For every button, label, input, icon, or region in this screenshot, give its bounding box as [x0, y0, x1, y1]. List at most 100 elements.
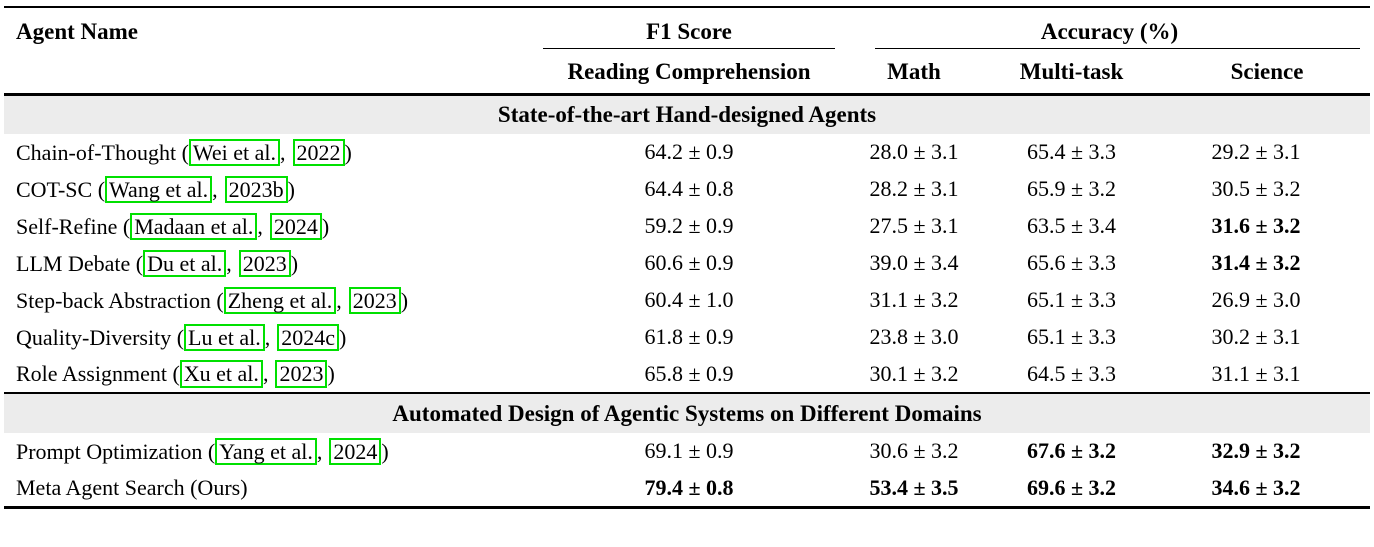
agent-name-text: Role Assignment (: [16, 361, 180, 387]
accuracy-math-cell: 30.6 ± 3.2: [869, 438, 959, 464]
agent-name-close: ): [400, 287, 409, 313]
accuracy-multi-task-cell: 65.4 ± 3.3: [1026, 139, 1117, 165]
table-row: Role Assignment (Xu et al., 2023) 65.8 ± …: [4, 356, 1370, 393]
group-header-accuracy: Accuracy (%): [849, 7, 1370, 52]
citation-author-link[interactable]: Zheng et al.: [223, 286, 337, 315]
header-group-row: Agent Name F1 Score Accuracy (%): [4, 7, 1370, 52]
citation-year-link[interactable]: 2023b: [224, 175, 288, 204]
citation-year-link[interactable]: 2023: [275, 360, 328, 388]
agent-name-text: Chain-of-Thought (: [16, 139, 189, 165]
accuracy-math-cell: 30.1 ± 3.2: [869, 360, 959, 386]
accuracy-multi-task-cell: 65.1 ± 3.3: [1026, 324, 1117, 350]
f1-reading-comprehension-cell: 61.8 ± 0.9: [644, 324, 734, 350]
citation-author-link[interactable]: Wei et al.: [188, 138, 281, 167]
agent-name-close: ): [381, 438, 389, 464]
accuracy-science-cell: 32.9 ± 3.2: [1211, 438, 1301, 464]
agent-name-cell: Chain-of-Thought (Wei et al., 2022): [4, 134, 529, 171]
citation-separator: ,: [316, 438, 323, 464]
table-row: Self-Refine (Madaan et al., 2024) 59.2 ± …: [4, 208, 1370, 245]
agent-name-text: Meta Agent Search (Ours): [16, 474, 248, 500]
group-header-f1-score: F1 Score: [529, 7, 849, 52]
table-row: Step-back Abstraction (Zheng et al., 2023…: [4, 282, 1370, 319]
agent-name-text: Self-Refine (: [16, 213, 131, 239]
agent-name-close: ): [290, 250, 299, 276]
agent-name-text: Prompt Optimization (: [16, 438, 216, 464]
table-row: COT-SC (Wang et al., 2023b) 64.4 ± 0.8 28…: [4, 171, 1370, 208]
f1-reading-comprehension-cell: 69.1 ± 0.9: [644, 438, 734, 464]
table-row: Quality-Diversity (Lu et al., 2024c) 61.8…: [4, 319, 1370, 356]
agent-name-cell: Meta Agent Search (Ours): [4, 470, 529, 507]
accuracy-science-cell: 30.2 ± 3.1: [1211, 324, 1301, 350]
agent-name-cell: Step-back Abstraction (Zheng et al., 2023…: [4, 282, 529, 319]
accuracy-math-cell: 23.8 ± 3.0: [869, 324, 959, 350]
citation-year-link[interactable]: 2024: [269, 212, 322, 241]
agent-name-text: Quality-Diversity (: [16, 324, 185, 350]
agent-name-cell: Self-Refine (Madaan et al., 2024): [4, 208, 529, 245]
accuracy-math-cell: 53.4 ± 3.5: [869, 474, 959, 500]
agent-name-close: ): [327, 361, 335, 387]
accuracy-math-cell: 28.0 ± 3.1: [869, 139, 959, 165]
table-row: Prompt Optimization (Yang et al., 2024) 6…: [4, 433, 1370, 470]
accuracy-multi-task-cell: 63.5 ± 3.4: [1026, 213, 1117, 239]
citation-year-link[interactable]: 2024: [329, 437, 382, 466]
col-header-agent-name: Agent Name: [16, 19, 138, 44]
table-row: LLM Debate (Du et al., 2023) 60.6 ± 0.9 3…: [4, 245, 1370, 282]
citation-year-link[interactable]: 2023: [238, 249, 291, 278]
col-header-science: Science: [1230, 59, 1304, 85]
citation-author-link[interactable]: Xu et al.: [179, 360, 263, 388]
agent-name-text: COT-SC (: [16, 176, 106, 202]
accuracy-science-cell: 30.5 ± 3.2: [1211, 176, 1301, 202]
accuracy-multi-task-cell: 65.9 ± 3.2: [1026, 176, 1117, 202]
table-row: Chain-of-Thought (Wei et al., 2022) 64.2 …: [4, 134, 1370, 171]
citation-year-link[interactable]: 2024c: [277, 323, 339, 352]
citation-author-link[interactable]: Lu et al.: [184, 323, 265, 352]
agent-name-close: ): [344, 139, 352, 165]
agent-name-cell: Prompt Optimization (Yang et al., 2024): [4, 433, 529, 470]
accuracy-science-cell: 26.9 ± 3.0: [1211, 287, 1301, 313]
f1-reading-comprehension-cell: 64.2 ± 0.9: [644, 139, 734, 165]
f1-reading-comprehension-cell: 60.4 ± 1.0: [644, 287, 734, 313]
agent-name-cell: Quality-Diversity (Lu et al., 2024c): [4, 319, 529, 356]
table-row: Meta Agent Search (Ours) 79.4 ± 0.8 53.4…: [4, 470, 1370, 507]
agent-name-cell: COT-SC (Wang et al., 2023b): [4, 171, 529, 208]
citation-author-link[interactable]: Du et al.: [143, 249, 227, 278]
section-header-row: Automated Design of Agentic Systems on D…: [4, 393, 1371, 433]
col-header-multi-task: Multi-task: [1019, 59, 1124, 85]
citation-author-link[interactable]: Yang et al.: [215, 437, 317, 466]
section-header-row: State-of-the-art Hand-designed Agents: [4, 94, 1371, 134]
accuracy-multi-task-cell: 64.5 ± 3.3: [1026, 360, 1117, 386]
citation-separator: ,: [226, 250, 232, 276]
f1-reading-comprehension-cell: 79.4 ± 0.8: [644, 474, 734, 500]
citation-separator: ,: [212, 176, 218, 202]
citation-author-link[interactable]: Madaan et al.: [130, 212, 258, 241]
accuracy-science-cell: 31.1 ± 3.1: [1211, 360, 1301, 386]
f1-reading-comprehension-cell: 60.6 ± 0.9: [644, 250, 734, 276]
agent-name-close: ): [321, 213, 330, 239]
agent-name-close: ): [339, 324, 347, 350]
accuracy-science-cell: 31.4 ± 3.2: [1211, 250, 1301, 276]
citation-year-link[interactable]: 2022: [292, 138, 345, 167]
accuracy-math-cell: 31.1 ± 3.2: [869, 287, 959, 313]
citation-separator: ,: [264, 324, 271, 350]
citation-year-link[interactable]: 2023: [348, 286, 401, 315]
agent-name-close: ): [287, 176, 295, 202]
accuracy-math-cell: 39.0 ± 3.4: [869, 250, 959, 276]
col-header-reading-comprehension: Reading Comprehension: [567, 59, 811, 85]
agent-name-text: LLM Debate (: [16, 250, 144, 276]
col-header-math: Math: [887, 59, 941, 85]
accuracy-science-cell: 29.2 ± 3.1: [1211, 139, 1301, 165]
section-title-hand-designed: State-of-the-art Hand-designed Agents: [497, 101, 877, 127]
citation-separator: ,: [257, 213, 263, 239]
f1-reading-comprehension-cell: 64.4 ± 0.8: [644, 176, 734, 202]
agent-name-text: Step-back Abstraction (: [16, 287, 224, 313]
citation-separator: ,: [262, 361, 269, 387]
citation-author-link[interactable]: Wang et al.: [105, 175, 213, 204]
agent-name-cell: LLM Debate (Du et al., 2023): [4, 245, 529, 282]
accuracy-multi-task-cell: 69.6 ± 3.2: [1026, 474, 1117, 500]
accuracy-multi-task-cell: 65.6 ± 3.3: [1026, 250, 1117, 276]
agent-name-cell: Role Assignment (Xu et al., 2023): [4, 356, 529, 393]
f1-reading-comprehension-cell: 65.8 ± 0.9: [644, 360, 734, 386]
accuracy-math-cell: 27.5 ± 3.1: [869, 213, 959, 239]
header-sub-row: Reading Comprehension Math Multi-task Sc…: [4, 52, 1371, 94]
